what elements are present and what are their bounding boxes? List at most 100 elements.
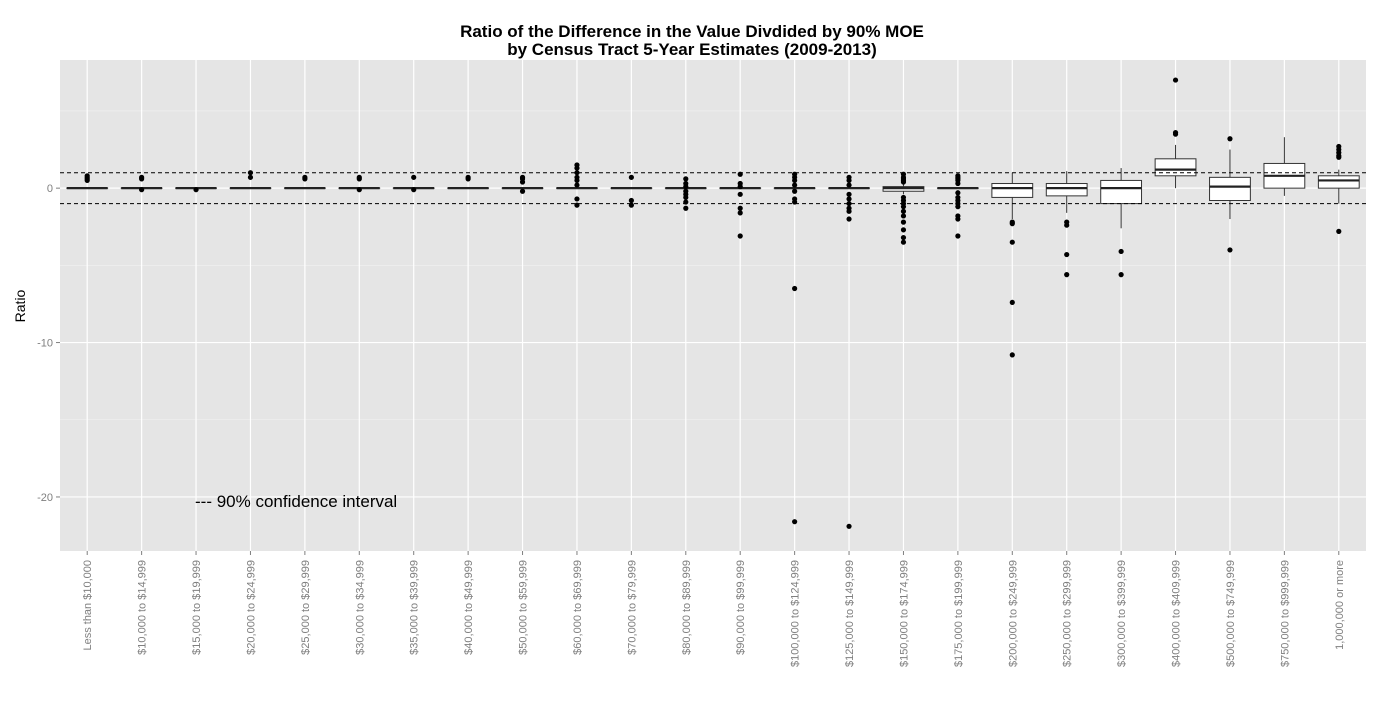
y-axis: 0 -10 -20	[37, 183, 60, 504]
x-tick-label: $150,000 to $174,999	[898, 560, 910, 667]
box-iqr	[1100, 179, 1143, 205]
x-tick-label: $30,000 to $34,999	[354, 560, 366, 655]
outlier-point	[574, 165, 580, 171]
y-tick-label: -20	[37, 492, 53, 504]
outlier-point	[683, 194, 689, 201]
outlier-point	[1336, 228, 1342, 234]
outlier-point	[955, 216, 961, 222]
outlier-point	[411, 187, 417, 193]
outlier-point	[792, 177, 798, 184]
box-iqr	[1209, 176, 1251, 202]
outlier-point	[411, 174, 417, 180]
outlier-point	[1009, 221, 1015, 227]
outlier-point	[1009, 239, 1015, 245]
outlier-point	[900, 179, 907, 185]
x-tick-label: Less than $10,000	[82, 560, 94, 651]
outlier-point	[792, 519, 798, 525]
outlier-point	[792, 188, 798, 194]
outlier-point	[1064, 272, 1070, 278]
box-group	[719, 171, 762, 239]
outlier-point	[683, 184, 689, 190]
outlier-point	[139, 174, 145, 180]
x-tick-label: $500,000 to $749,999	[1225, 560, 1237, 667]
outlier-point	[356, 187, 362, 193]
x-tick-label: $125,000 to $149,999	[844, 560, 856, 667]
box-iqr	[1045, 183, 1088, 197]
box-group	[283, 174, 326, 190]
box-group	[991, 172, 1034, 358]
outlier-point	[247, 174, 254, 180]
x-tick-label: $200,000 to $249,999	[1007, 560, 1019, 667]
x-axis: Less than $10,000 $10,000 to $14,999 $15,0…	[82, 551, 1346, 667]
box-iqr	[991, 183, 1034, 198]
outlier-point	[356, 174, 362, 180]
outlier-point	[955, 233, 961, 239]
plot-panel	[60, 60, 1366, 551]
y-tick-label: 0	[47, 183, 53, 195]
x-tick-label: $100,000 to $124,999	[790, 560, 802, 667]
box-group	[66, 173, 109, 190]
box-group	[828, 174, 870, 529]
x-tick-label: 1,000,000 or more	[1334, 560, 1346, 650]
y-axis-label: Ratio	[12, 289, 28, 322]
box-group	[664, 176, 707, 211]
x-tick-label: $70,000 to $79,999	[626, 560, 638, 655]
x-tick-label: $80,000 to $89,999	[681, 560, 693, 655]
outlier-point	[1118, 248, 1124, 255]
outlier-point	[1064, 222, 1070, 228]
box-group	[175, 187, 217, 193]
x-tick-label: $175,000 to $199,999	[953, 560, 965, 667]
box-iqr	[1154, 158, 1197, 177]
outlier-point	[846, 208, 852, 214]
box-iqr	[1317, 175, 1360, 189]
outlier-point	[737, 205, 743, 211]
outlier-point	[1118, 272, 1124, 278]
box-group	[1263, 137, 1306, 196]
outlier-point	[955, 204, 961, 210]
outlier-point	[302, 176, 308, 182]
outlier-point	[574, 196, 580, 202]
x-tick-label: $400,000 to $409,999	[1171, 560, 1183, 667]
outlier-point	[846, 200, 852, 207]
outlier-point	[846, 216, 852, 222]
outlier-point	[900, 204, 907, 210]
x-tick-label: $60,000 to $69,999	[572, 560, 584, 655]
confidence-interval-annotation: --- 90% confidence interval	[195, 492, 397, 511]
outlier-point	[955, 180, 961, 187]
outlier-point	[683, 205, 689, 211]
outlier-point	[900, 213, 907, 219]
outlier-point	[574, 177, 580, 184]
x-tick-label: $300,000 to $399,999	[1116, 560, 1128, 667]
outlier-point	[846, 177, 852, 184]
x-tick-label: $15,000 to $19,999	[191, 560, 203, 655]
outlier-point	[900, 234, 907, 241]
x-tick-label: $750,000 to $999,999	[1279, 560, 1291, 667]
boxes-layer	[66, 77, 1360, 529]
outlier-point	[846, 523, 852, 529]
outlier-point	[900, 239, 907, 245]
box-group	[610, 174, 653, 208]
grid-layer	[60, 60, 1366, 551]
x-tick-label: $90,000 to $99,999	[735, 560, 747, 655]
outlier-point	[1227, 136, 1233, 142]
chart-title: Ratio of the Difference in the Value Div…	[460, 22, 924, 41]
outlier-point	[900, 227, 907, 233]
outlier-point	[737, 191, 743, 197]
outlier-point	[737, 233, 743, 239]
outlier-point	[84, 173, 90, 179]
y-tick-label: -10	[37, 338, 53, 350]
outlier-point	[792, 182, 798, 188]
outlier-point	[465, 174, 471, 180]
outlier-point	[628, 174, 634, 180]
box-group	[1317, 143, 1360, 234]
outlier-point	[519, 174, 526, 180]
outlier-point	[846, 182, 852, 188]
outlier-point	[900, 208, 907, 214]
x-tick-label: $50,000 to $59,999	[518, 560, 530, 655]
x-tick-label: $20,000 to $24,999	[245, 560, 257, 655]
outlier-point	[1009, 352, 1015, 358]
box-group	[447, 174, 490, 190]
outlier-point	[519, 188, 526, 194]
x-tick-label: $250,000 to $299,999	[1062, 560, 1074, 667]
